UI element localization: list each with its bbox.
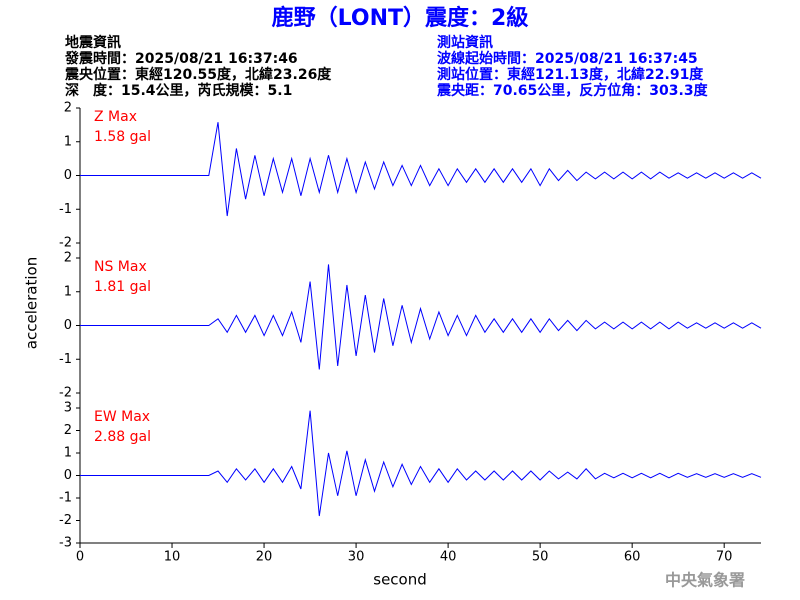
info-line: 測站位置：東經121.13度，北緯22.91度 (437, 66, 704, 83)
info-line: 震央位置：東經120.55度，北緯23.26度 (64, 66, 332, 83)
x-axis-label: second (373, 571, 427, 589)
max-label: 1.81 gal (94, 279, 151, 295)
y-tick-label: 1 (64, 284, 72, 299)
x-tick-label: 20 (256, 550, 273, 565)
waveform (80, 410, 762, 517)
y-axis-label: acceleration (23, 257, 41, 349)
y-tick-label: 0 (64, 168, 72, 183)
x-tick-label: 30 (348, 550, 365, 565)
waveform (80, 264, 762, 370)
title: 鹿野（LONT）震度：2級 (272, 5, 529, 31)
y-tick-label: -2 (59, 513, 72, 528)
y-tick-label: 0 (64, 318, 72, 333)
max-label: 1.58 gal (94, 129, 151, 145)
y-tick-label: -1 (59, 352, 72, 367)
y-tick-label: 3 (64, 401, 72, 416)
y-tick-label: 2 (64, 101, 72, 116)
waveform (80, 122, 762, 217)
y-tick-label: -2 (59, 386, 72, 401)
x-tick-label: 10 (164, 550, 181, 565)
x-tick-label: 40 (440, 550, 457, 565)
y-tick-label: -3 (59, 536, 72, 551)
channel-label: EW Max (94, 409, 150, 425)
y-tick-label: 2 (64, 423, 72, 438)
x-tick-label: 60 (624, 550, 641, 565)
y-tick-label: 1 (64, 134, 72, 149)
watermark: 中央氣象署 (665, 571, 745, 590)
info-line: 波線起始時間：2025/08/21 16:37:45 (437, 50, 698, 67)
y-tick-label: -1 (59, 491, 72, 506)
y-tick-label: 1 (64, 446, 72, 461)
info-line: 地震資訊 (65, 34, 121, 51)
x-tick-label: 50 (532, 550, 549, 565)
info-line: 測站資訊 (437, 34, 493, 51)
x-tick-label: 70 (716, 550, 733, 565)
y-tick-label: 0 (64, 468, 72, 483)
channel-label: NS Max (94, 259, 147, 275)
info-line: 深 度：15.4公里，芮氏規模：5.1 (65, 82, 292, 99)
channel-label: Z Max (94, 109, 137, 125)
y-tick-label: 2 (64, 251, 72, 266)
info-line: 震央距：70.65公里，反方位角：303.3度 (436, 82, 709, 99)
y-tick-label: -2 (59, 236, 72, 251)
max-label: 2.88 gal (94, 429, 151, 445)
info-line: 發震時間：2025/08/21 16:37:46 (64, 50, 298, 67)
y-tick-label: -1 (59, 202, 72, 217)
x-tick-label: 0 (76, 550, 84, 565)
